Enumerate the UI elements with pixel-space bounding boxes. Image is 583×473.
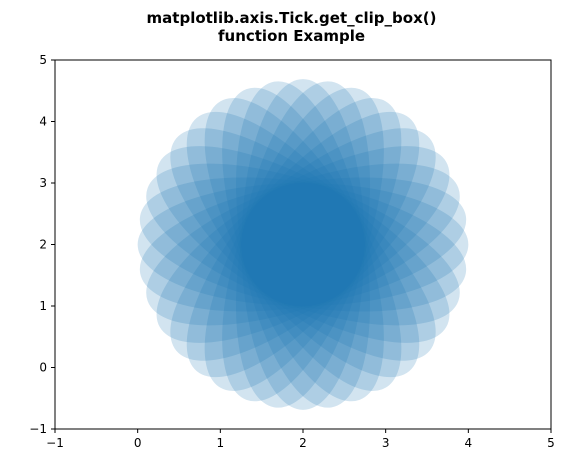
y-tick-label: 3	[39, 176, 47, 190]
y-tick-label: 5	[39, 53, 47, 67]
x-tick-label: 0	[134, 436, 142, 450]
ellipse-marker	[241, 79, 365, 410]
ellipse-marker	[186, 111, 420, 378]
ellipse-layer	[137, 79, 469, 410]
y-tick-label: 1	[39, 299, 47, 313]
y-tick-label: 4	[39, 115, 47, 129]
ellipse-marker	[235, 81, 371, 408]
y-tick-label: 0	[39, 361, 47, 375]
chart-title-line-2: function Example	[217, 27, 366, 45]
x-tick-label: 5	[547, 436, 555, 450]
ellipse-marker	[170, 128, 436, 361]
ellipse-marker	[170, 128, 436, 361]
ellipse-marker	[139, 177, 467, 312]
ellipse-marker	[186, 111, 420, 378]
ellipse-marker	[146, 163, 460, 326]
chart-title-line-1: matplotlib.axis.Tick.get_clip_box()	[146, 9, 437, 27]
y-tick-label: 2	[39, 238, 47, 252]
ellipse-marker	[156, 146, 450, 343]
ellipse-marker	[156, 146, 450, 343]
ellipse-marker	[139, 177, 467, 312]
x-tick-label: 4	[465, 436, 473, 450]
ellipse-marker	[137, 183, 469, 306]
ellipse-marker	[222, 87, 384, 402]
y-axis: −1 0 1 2 3 4 5	[29, 53, 55, 436]
y-tick-label: −1	[29, 422, 47, 436]
ellipse-marker	[222, 87, 384, 402]
ellipse-marker	[146, 163, 460, 326]
x-tick-label: 3	[382, 436, 390, 450]
ellipse-marker	[235, 81, 371, 408]
x-tick-label: 1	[217, 436, 225, 450]
x-tick-label: 2	[299, 436, 307, 450]
ellipse-marker	[204, 98, 402, 391]
ellipse-marker	[204, 98, 402, 391]
x-tick-label: −1	[46, 436, 64, 450]
x-axis: −1 0 1 2 3 4 5	[46, 429, 555, 450]
